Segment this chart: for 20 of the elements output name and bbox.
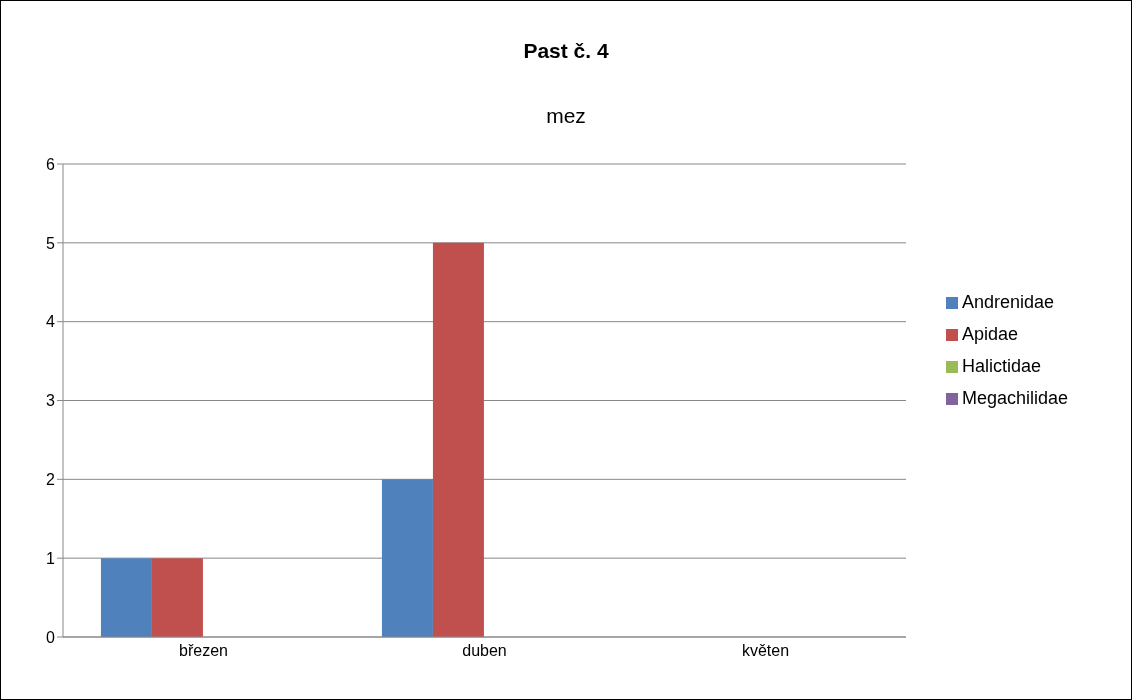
- chart-title: Past č. 4: [522, 39, 610, 63]
- bar: [432, 242, 484, 637]
- x-tick-label: březen: [179, 642, 228, 660]
- legend-label: Andrenidae: [962, 292, 1055, 312]
- x-tick-label: duben: [462, 642, 507, 660]
- y-tick-label: 3: [46, 392, 56, 410]
- bar: [381, 479, 433, 637]
- y-tick-label: 0: [46, 628, 56, 646]
- bar: [151, 558, 203, 637]
- bar: [100, 558, 152, 637]
- legend-label: Halictidae: [962, 356, 1042, 376]
- y-tick-label: 1: [46, 549, 56, 567]
- y-tick-label: 6: [46, 155, 56, 173]
- y-tick-label: 4: [46, 313, 56, 331]
- y-tick-label: 2: [46, 471, 56, 489]
- y-tick-label: 5: [46, 234, 56, 252]
- legend-label: Megachilidae: [962, 388, 1069, 408]
- chart-subtitle: mez: [545, 104, 587, 128]
- legend-label: Apidae: [962, 324, 1019, 344]
- x-tick-label: květen: [741, 642, 790, 660]
